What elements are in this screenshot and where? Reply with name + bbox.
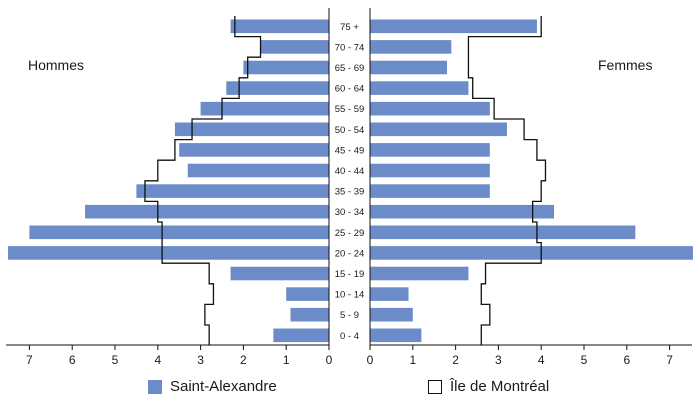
right-x-tick-label: 4 — [538, 353, 545, 367]
bar-hommes-15 — [273, 328, 329, 343]
bar-hommes-7 — [187, 163, 329, 178]
age-group-label: 10 - 14 — [335, 290, 365, 301]
outline-femmes-line — [467, 16, 547, 346]
left-x-tick-label: 3 — [197, 353, 204, 367]
age-group-label: 35 - 39 — [335, 187, 365, 198]
bar-femmes-4 — [370, 101, 490, 116]
bar-hommes-12 — [230, 266, 329, 281]
bar-hommes-9 — [85, 204, 329, 219]
left-x-tick-label: 2 — [240, 353, 247, 367]
left-side-label: Hommes — [28, 57, 85, 73]
bar-hommes-0 — [230, 19, 329, 34]
bar-hommes-2 — [243, 60, 329, 75]
right-x-tick-label: 5 — [581, 353, 588, 367]
bar-hommes-4 — [200, 101, 329, 116]
age-group-label: 30 - 34 — [335, 207, 365, 218]
age-group-label: 15 - 19 — [335, 269, 365, 280]
bar-hommes-14 — [290, 307, 329, 322]
bar-hommes-5 — [174, 122, 329, 137]
bar-femmes-11 — [370, 246, 693, 260]
bar-femmes-15 — [370, 328, 422, 343]
legend-swatch-saint-alexandre — [148, 379, 162, 394]
bar-femmes-12 — [370, 266, 469, 281]
bar-femmes-8 — [370, 184, 490, 198]
age-group-label: 25 - 29 — [335, 228, 365, 239]
right-x-tick-label: 0 — [367, 353, 374, 367]
age-group-label: 5 - 9 — [340, 310, 359, 321]
left-x-tick-label: 5 — [112, 353, 119, 367]
bar-hommes-11 — [8, 246, 329, 260]
age-group-label: 60 - 64 — [335, 84, 365, 95]
age-group-label: 65 - 69 — [335, 63, 365, 74]
bar-femmes-0 — [370, 19, 537, 34]
legend-item-ile-de-montreal: Île de Montréal — [428, 378, 549, 395]
legend-swatch-ile-de-montreal — [428, 379, 442, 394]
age-group-label: 70 - 74 — [335, 42, 365, 53]
bar-femmes-6 — [370, 143, 490, 157]
legend-label-ile-de-montreal: Île de Montréal — [450, 378, 550, 395]
legend-label-saint-alexandre: Saint-Alexandre — [170, 378, 277, 395]
right-x-tick-label: 7 — [666, 353, 673, 367]
left-x-tick-label: 7 — [26, 353, 33, 367]
left-x-tick-label: 1 — [283, 353, 290, 367]
bar-femmes-3 — [370, 81, 469, 95]
right-x-tick-label: 3 — [495, 353, 502, 367]
right-x-tick-label: 2 — [452, 353, 459, 367]
right-x-tick-label: 1 — [409, 353, 416, 367]
bar-femmes-13 — [370, 287, 409, 301]
bar-hommes-13 — [286, 287, 329, 301]
bar-femmes-2 — [370, 60, 448, 75]
age-group-label: 75 + — [340, 22, 359, 33]
bar-femmes-5 — [370, 122, 507, 137]
age-group-label: 0 - 4 — [340, 331, 359, 342]
bar-hommes-10 — [29, 225, 330, 240]
age-group-label: 20 - 24 — [335, 248, 365, 259]
left-x-tick-label: 0 — [326, 353, 333, 367]
bar-hommes-8 — [136, 184, 329, 198]
bar-hommes-3 — [226, 81, 329, 95]
left-x-tick-label: 6 — [69, 353, 76, 367]
left-x-tick-label: 4 — [154, 353, 161, 367]
bar-hommes-6 — [179, 143, 329, 157]
bar-femmes-14 — [370, 307, 413, 322]
age-group-label: 55 - 59 — [335, 104, 365, 115]
bar-hommes-1 — [260, 40, 329, 54]
bar-femmes-7 — [370, 163, 490, 178]
age-group-label: 40 - 44 — [335, 166, 365, 177]
age-group-label: 50 - 54 — [335, 125, 365, 136]
legend-item-saint-alexandre: Saint-Alexandre — [148, 378, 277, 395]
outline-hommes-line — [144, 16, 262, 346]
bar-femmes-1 — [370, 40, 452, 54]
age-group-label: 45 - 49 — [335, 145, 365, 156]
right-side-label: Femmes — [598, 57, 653, 73]
bar-femmes-9 — [370, 204, 555, 219]
bar-femmes-10 — [370, 225, 636, 240]
right-x-tick-label: 6 — [623, 353, 630, 367]
